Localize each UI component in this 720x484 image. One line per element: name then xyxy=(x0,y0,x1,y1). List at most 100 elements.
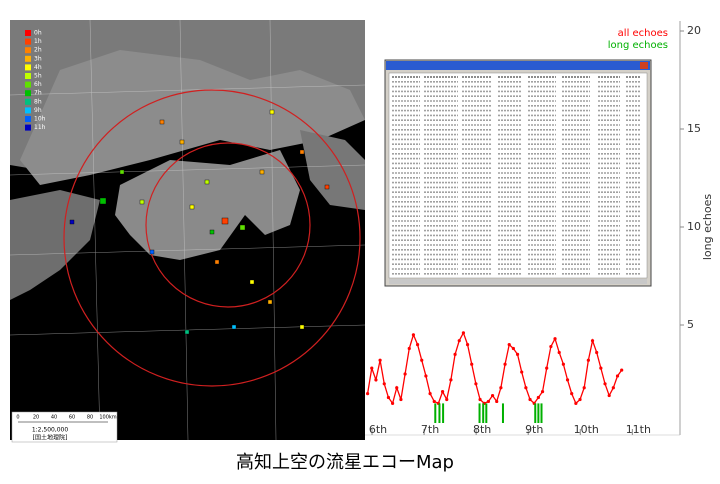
data-point xyxy=(445,397,449,402)
chart: 5 10 15 20 long echoes 6th 7th 8th 9th 10th 11th al… xyxy=(365,21,714,436)
data-point xyxy=(420,358,424,362)
y-axis-label: long echoes xyxy=(701,194,714,261)
data-point xyxy=(607,393,611,398)
data-point xyxy=(503,362,507,366)
data-point xyxy=(590,339,595,343)
data-point xyxy=(403,372,407,376)
legend-swatch xyxy=(25,90,31,97)
data-point xyxy=(382,382,386,386)
data-point xyxy=(411,333,416,337)
data-point xyxy=(378,358,382,362)
data-point xyxy=(520,370,524,374)
data-point xyxy=(528,397,532,402)
legend-swatch xyxy=(25,98,31,105)
data-point xyxy=(415,343,420,347)
data-point xyxy=(586,358,590,362)
data-point xyxy=(536,395,540,400)
data-point xyxy=(407,346,411,351)
data-point xyxy=(370,366,374,370)
bar xyxy=(438,403,441,423)
legend-swatch xyxy=(25,116,31,122)
data-point xyxy=(603,382,607,386)
data-point xyxy=(478,397,482,402)
x-tick-label: 6th xyxy=(369,423,387,436)
caption: 高知上空の流星エコーMap xyxy=(236,452,454,473)
data-point xyxy=(574,401,578,405)
data-point xyxy=(620,368,624,372)
data-point xyxy=(565,378,570,382)
map-scale: 1:2,500,000 xyxy=(32,427,69,434)
y-tick-label: 15 xyxy=(687,122,701,135)
x-tick-label: 8th xyxy=(473,423,491,436)
legend-label: 7h xyxy=(34,90,42,97)
x-tick-label: 10th xyxy=(574,423,599,436)
legend-label: 10h xyxy=(34,116,46,123)
data-point xyxy=(490,393,495,398)
legend-label: 2h xyxy=(34,47,42,54)
x-tick-label: 7th xyxy=(421,423,439,436)
scale-bar: 0 20 40 60 80 100km xyxy=(16,415,116,421)
data-point xyxy=(428,392,432,396)
legend-swatch xyxy=(25,81,31,88)
scale-tick-label: 40 xyxy=(51,415,57,421)
data-point xyxy=(599,366,603,370)
legend-label: 9h xyxy=(34,107,42,114)
legend-swatch xyxy=(25,107,31,114)
data-point xyxy=(424,374,428,378)
scale-tick-label: 20 xyxy=(33,415,39,421)
scale-tick-label: 60 xyxy=(69,415,75,421)
data-point xyxy=(474,382,478,386)
data-point xyxy=(449,378,453,382)
legend-label: 0h xyxy=(34,30,42,37)
legend-label: 11h xyxy=(34,124,46,131)
scale-tick-label: 0 xyxy=(16,415,19,421)
table-window xyxy=(384,59,652,287)
data-point xyxy=(465,343,470,347)
bar xyxy=(482,403,485,423)
data-point xyxy=(507,343,511,347)
legend-label: all echoes xyxy=(618,28,668,39)
x-tick-label: 9th xyxy=(525,423,543,436)
data-point xyxy=(549,344,553,349)
data-point xyxy=(457,339,461,343)
data-point xyxy=(515,352,520,356)
legend-label: 4h xyxy=(34,64,42,71)
data-point xyxy=(461,331,466,335)
data-point xyxy=(495,399,499,404)
legend-swatch xyxy=(25,55,31,62)
legend-label: long echoes xyxy=(608,40,668,51)
bar xyxy=(485,403,488,423)
legend-swatch xyxy=(25,38,31,45)
legend-label: 3h xyxy=(34,55,42,62)
legend-label: 1h xyxy=(34,38,42,45)
y-tick-label: 10 xyxy=(687,220,701,233)
data-point xyxy=(557,350,561,355)
scale-tick-label: 80 xyxy=(87,415,93,421)
data-point xyxy=(595,350,599,355)
bar xyxy=(434,403,437,423)
data-point xyxy=(499,386,503,390)
bar xyxy=(442,403,445,423)
data-point xyxy=(561,362,565,366)
legend-swatch xyxy=(25,30,31,36)
map-source: [国土地理院] xyxy=(33,434,68,442)
data-point xyxy=(453,352,457,356)
data-point xyxy=(366,392,370,396)
data-point xyxy=(470,362,474,366)
data-point xyxy=(399,397,403,402)
legend-swatch xyxy=(25,64,31,71)
data-point xyxy=(578,397,582,402)
data-point xyxy=(432,399,436,404)
bar xyxy=(534,403,537,423)
x-tick-label: 11th xyxy=(626,423,651,436)
bar xyxy=(537,403,540,423)
scale-tick-label: 100km xyxy=(99,415,116,421)
y-tick-label: 20 xyxy=(687,24,701,37)
bar xyxy=(501,403,504,423)
series-line xyxy=(366,331,623,405)
data-point xyxy=(615,374,620,378)
data-point xyxy=(545,366,549,370)
data-point xyxy=(511,346,515,351)
